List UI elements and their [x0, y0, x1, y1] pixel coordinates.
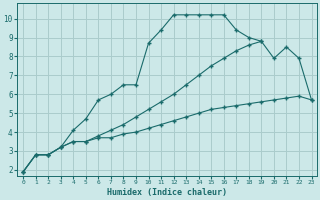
X-axis label: Humidex (Indice chaleur): Humidex (Indice chaleur)	[107, 188, 227, 197]
